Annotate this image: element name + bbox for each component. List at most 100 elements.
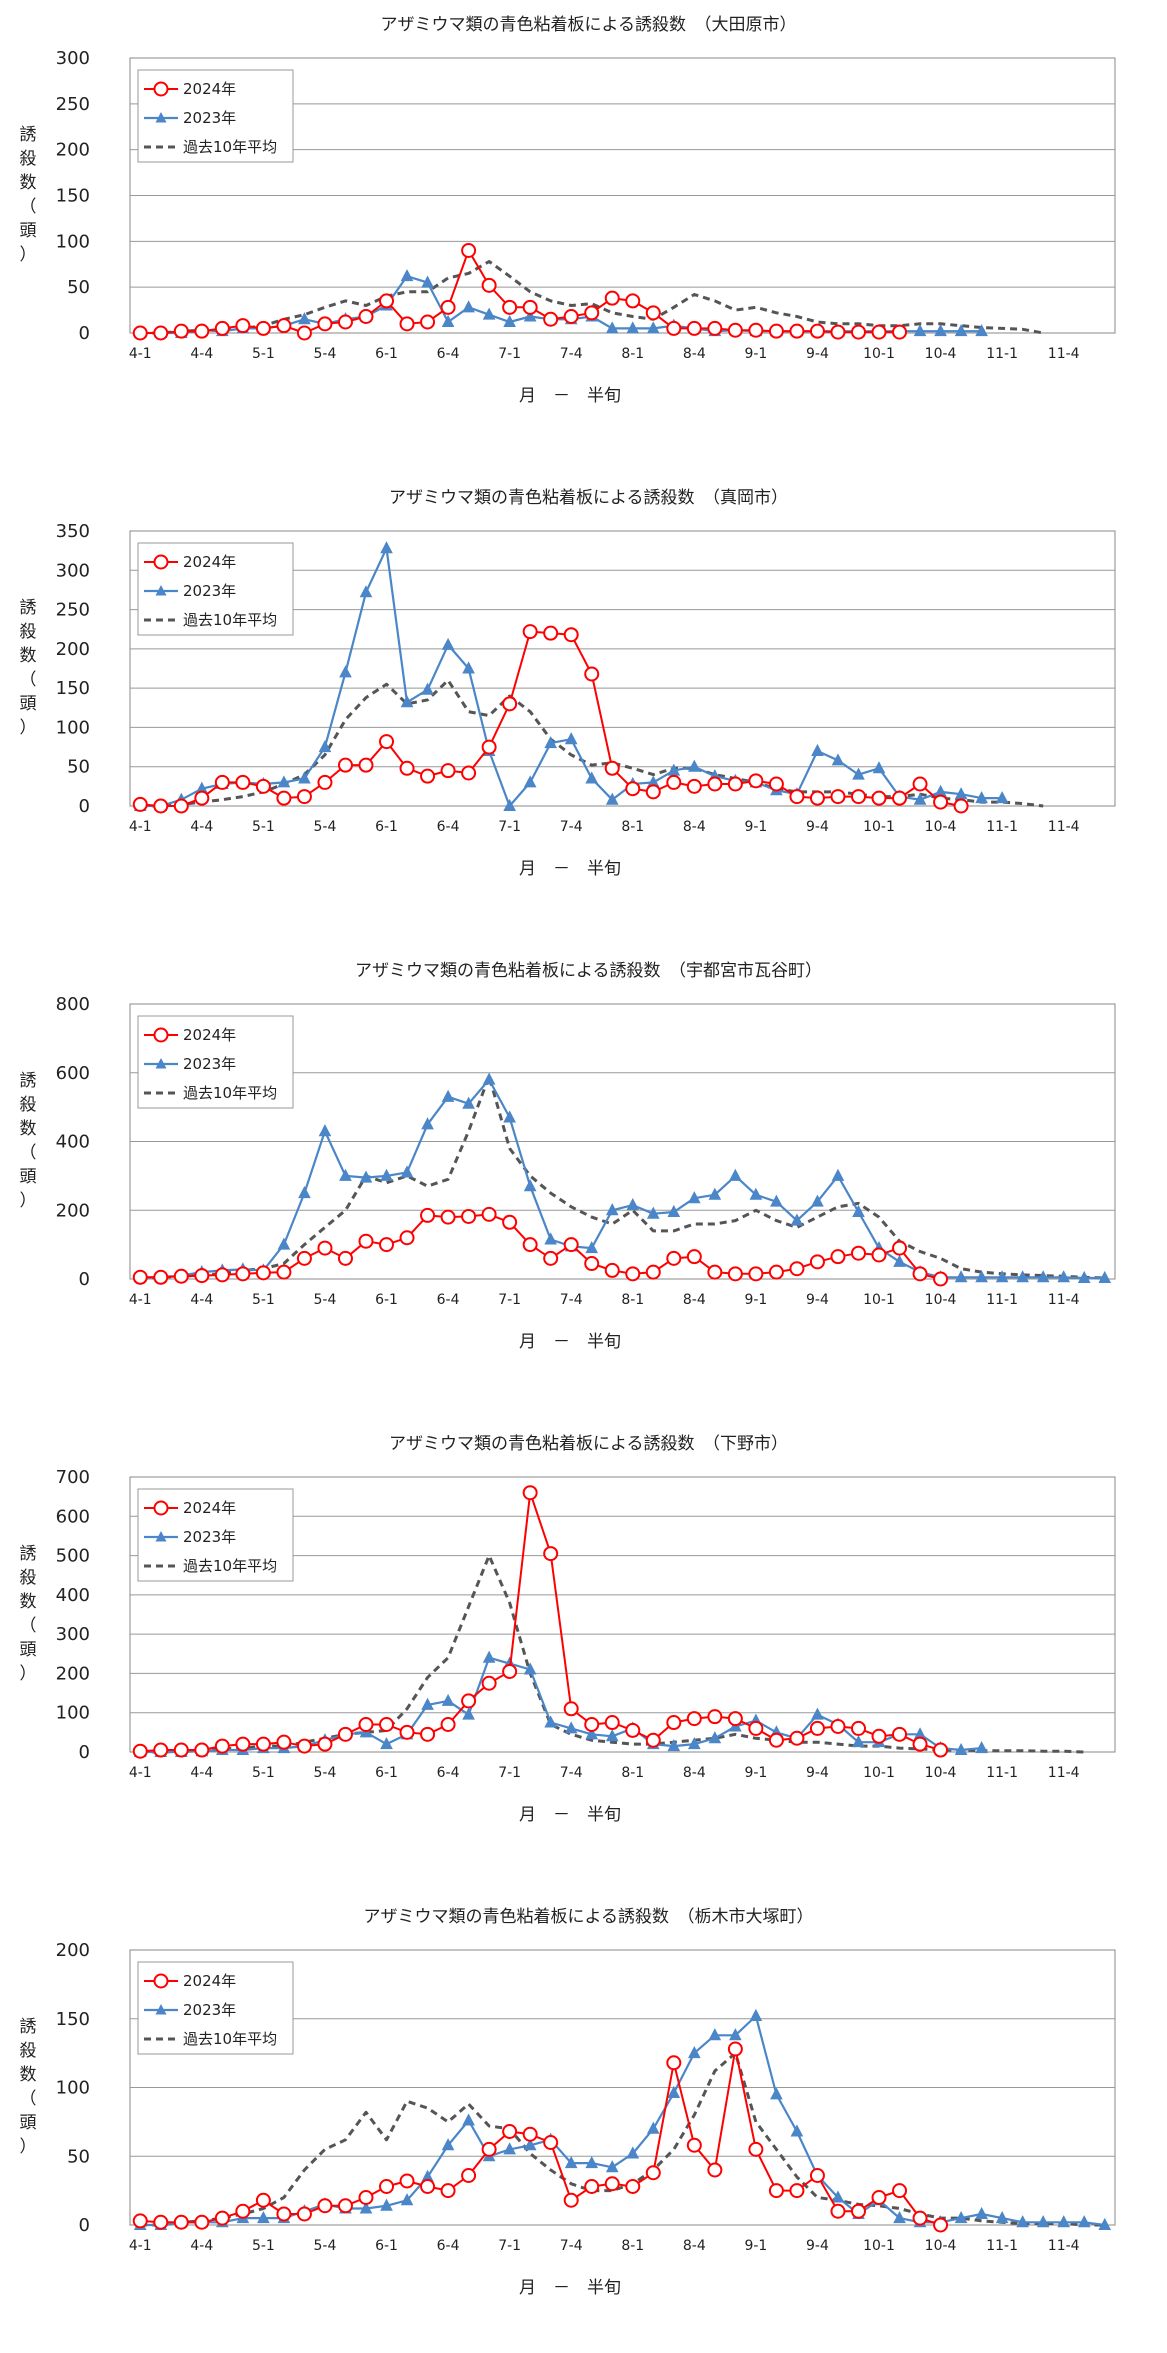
point-2024 bbox=[912, 1266, 928, 1282]
x-tick-label: 4-1 bbox=[129, 346, 152, 362]
point-2024 bbox=[871, 790, 887, 806]
point-2024 bbox=[440, 299, 456, 315]
x-tick-label: 11-1 bbox=[986, 1765, 1018, 1781]
y-tick-label: 250 bbox=[56, 94, 90, 115]
point-2023 bbox=[441, 1089, 455, 1102]
legend-label: 過去10年平均 bbox=[183, 611, 277, 629]
point-2023 bbox=[975, 1740, 988, 1754]
point-2023 bbox=[811, 1707, 824, 1720]
point-2023 bbox=[893, 2211, 906, 2224]
point-2023 bbox=[605, 321, 619, 334]
point-2024 bbox=[481, 277, 497, 293]
point-2024 bbox=[379, 2179, 395, 2194]
point-2023 bbox=[277, 1237, 291, 1250]
point-2024 bbox=[235, 2203, 251, 2219]
point-2024 bbox=[604, 290, 620, 306]
point-2023 bbox=[687, 759, 701, 772]
point-2023 bbox=[687, 2046, 701, 2059]
point-2024 bbox=[912, 1736, 928, 1752]
point-2024 bbox=[933, 1271, 949, 1287]
y-axis-label-char: ） bbox=[20, 245, 37, 265]
point-2024 bbox=[379, 734, 395, 750]
point-2024 bbox=[625, 1722, 641, 1738]
point-2024 bbox=[235, 1266, 251, 1282]
point-2024 bbox=[194, 2214, 210, 2230]
x-axis-label: 月 － 半旬 bbox=[519, 859, 621, 879]
x-tick-label: 11-4 bbox=[1048, 2238, 1080, 2254]
point-2023 bbox=[975, 1270, 988, 1283]
x-tick-label: 5-4 bbox=[314, 2238, 337, 2254]
point-2023 bbox=[975, 2206, 988, 2219]
point-2024 bbox=[399, 1724, 415, 1740]
point-2023 bbox=[687, 1191, 701, 1204]
y-tick-label: 350 bbox=[56, 521, 90, 542]
y-tick-label: 200 bbox=[56, 1200, 90, 1221]
x-tick-label: 9-1 bbox=[744, 1292, 767, 1308]
point-2023 bbox=[770, 2087, 783, 2100]
x-tick-label: 6-1 bbox=[375, 346, 398, 362]
y-tick-label: 800 bbox=[56, 994, 90, 1015]
point-2024 bbox=[132, 1269, 148, 1285]
point-2024 bbox=[707, 320, 723, 336]
point-2024 bbox=[173, 798, 189, 814]
legend-label: 2023年 bbox=[183, 1528, 236, 1546]
x-tick-label: 9-1 bbox=[744, 346, 767, 362]
legend-marker-triangle bbox=[155, 1531, 167, 1542]
y-tick-label: 300 bbox=[56, 560, 90, 581]
point-2023 bbox=[523, 2138, 537, 2151]
point-2023 bbox=[441, 637, 455, 650]
point-2023 bbox=[729, 2028, 742, 2041]
point-2024 bbox=[358, 757, 374, 773]
legend-marker-circle bbox=[153, 81, 169, 97]
point-2024 bbox=[317, 316, 333, 332]
point-2024 bbox=[727, 1266, 743, 1282]
point-2024 bbox=[666, 1715, 682, 1731]
y-tick-label: 200 bbox=[56, 1940, 90, 1961]
point-2024 bbox=[235, 1736, 251, 1752]
point-2023 bbox=[605, 1203, 619, 1216]
x-tick-label: 11-4 bbox=[1048, 1292, 1080, 1308]
point-2023 bbox=[913, 324, 927, 337]
point-2024 bbox=[584, 1717, 600, 1732]
point-2024 bbox=[132, 1743, 148, 1759]
point-2023 bbox=[462, 2113, 475, 2126]
x-tick-label: 8-4 bbox=[683, 2238, 706, 2254]
y-axis-label-char: 誘 bbox=[20, 2017, 37, 2037]
point-2024 bbox=[871, 324, 887, 340]
point-2023 bbox=[790, 2124, 804, 2137]
x-tick-label: 6-4 bbox=[437, 819, 460, 835]
x-tick-label: 8-1 bbox=[621, 1765, 644, 1781]
point-2024 bbox=[830, 789, 846, 805]
point-2024 bbox=[645, 1264, 661, 1280]
y-axis-label-char: 頭 bbox=[20, 1640, 37, 1660]
x-tick-label: 11-4 bbox=[1048, 1765, 1080, 1781]
point-2024 bbox=[481, 1206, 497, 1222]
point-2024 bbox=[953, 798, 969, 814]
point-2023 bbox=[380, 2198, 393, 2211]
point-2024 bbox=[850, 789, 866, 805]
y-tick-label: 600 bbox=[56, 1063, 90, 1084]
y-tick-label: 0 bbox=[79, 323, 90, 344]
point-2023 bbox=[954, 324, 968, 337]
point-2023 bbox=[954, 1742, 968, 1756]
point-2024 bbox=[420, 1207, 436, 1223]
point-2024 bbox=[563, 1237, 579, 1253]
point-2023 bbox=[462, 300, 475, 313]
point-2024 bbox=[214, 320, 230, 336]
y-tick-label: 50 bbox=[67, 2146, 90, 2167]
point-2023 bbox=[975, 324, 988, 337]
plot-area bbox=[129, 1476, 1116, 1753]
point-2024 bbox=[337, 1726, 353, 1742]
series-line bbox=[140, 678, 1044, 808]
point-2023 bbox=[564, 732, 578, 745]
point-2024 bbox=[809, 1254, 825, 1270]
chart-title: アザミウマ類の青色粘着板による誘殺数 （真岡市） bbox=[389, 488, 788, 508]
point-2024 bbox=[358, 309, 374, 324]
point-2024 bbox=[317, 774, 333, 790]
y-axis-label-char: （ bbox=[20, 197, 37, 217]
point-2023 bbox=[1036, 2215, 1050, 2228]
x-tick-label: 6-4 bbox=[437, 2238, 460, 2254]
point-2023 bbox=[564, 1721, 578, 1734]
